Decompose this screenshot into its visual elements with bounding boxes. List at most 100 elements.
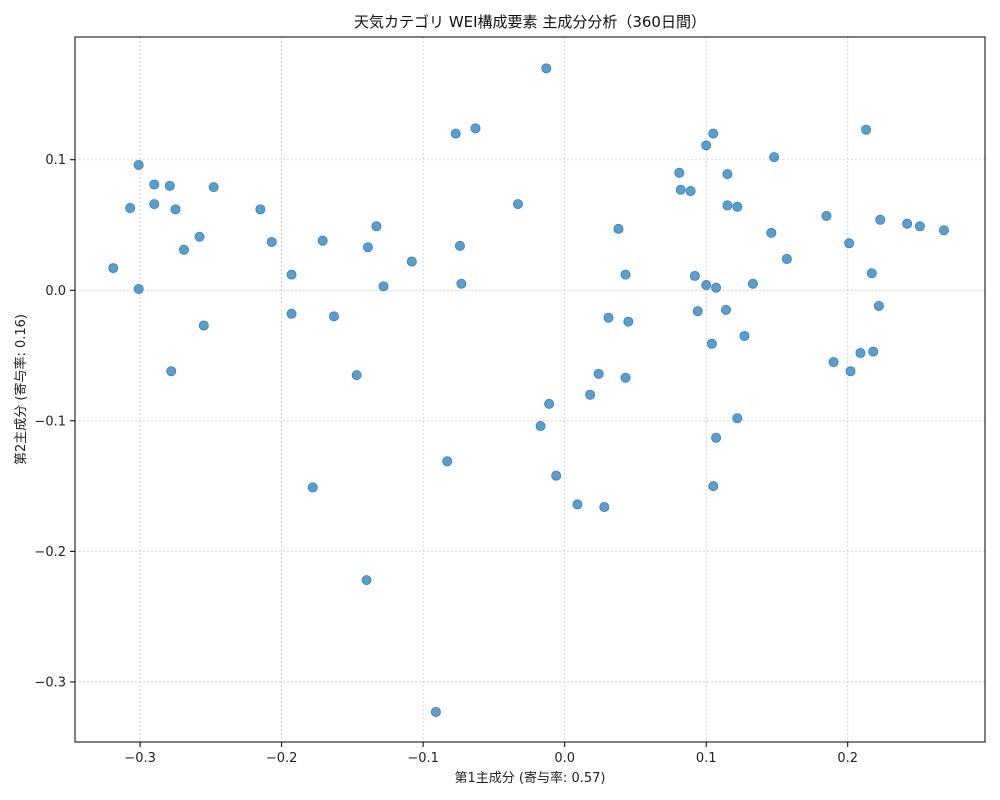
data-point	[708, 481, 719, 492]
data-point	[620, 269, 631, 280]
data-point	[902, 218, 913, 229]
data-point	[541, 63, 552, 74]
data-point	[868, 346, 879, 357]
data-point	[351, 370, 362, 381]
y-tick-label: −0.3	[34, 675, 66, 690]
data-point	[706, 338, 717, 349]
data-point	[711, 432, 722, 443]
y-axis-label: 第2主成分 (寄与率: 0.16)	[13, 314, 29, 465]
data-point	[535, 421, 546, 432]
data-point	[914, 221, 925, 232]
x-axis-ticks: −0.3 −0.2 −0.1 0.0 0.1 0.2	[124, 742, 858, 766]
grid-lines	[75, 37, 985, 742]
data-point	[845, 366, 856, 377]
data-point	[689, 270, 700, 281]
x-tick-label: 0.0	[554, 751, 575, 766]
data-point	[766, 227, 777, 238]
data-point	[149, 199, 160, 210]
data-point	[593, 368, 604, 379]
data-point	[692, 306, 703, 317]
x-tick-label: 0.1	[696, 751, 717, 766]
data-point	[828, 357, 839, 368]
data-point	[875, 214, 886, 225]
data-point	[551, 470, 562, 481]
data-point	[844, 238, 855, 249]
data-point	[544, 398, 555, 409]
data-point	[378, 281, 389, 292]
x-tick-label: 0.2	[837, 751, 858, 766]
data-point	[769, 152, 780, 163]
data-points	[108, 63, 949, 717]
data-point	[170, 204, 181, 215]
data-point	[675, 184, 686, 195]
data-point	[307, 482, 318, 493]
data-point	[430, 706, 441, 717]
data-point	[711, 282, 722, 293]
data-point	[873, 300, 884, 311]
plot-area-frame	[74, 36, 986, 743]
data-point	[442, 456, 453, 467]
data-point	[861, 124, 872, 135]
data-point	[286, 269, 297, 280]
data-point	[470, 123, 481, 134]
data-point	[361, 575, 372, 586]
data-point	[166, 366, 177, 377]
data-point	[732, 201, 743, 212]
x-tick-label: −0.3	[124, 751, 156, 766]
data-point	[450, 128, 461, 139]
data-point	[108, 263, 119, 274]
data-point	[599, 501, 610, 512]
data-point	[133, 283, 144, 294]
data-point	[125, 203, 136, 214]
chart-title: 天気カテゴリ WEI構成要素 主成分分析（360日間）	[354, 13, 706, 31]
data-point	[406, 256, 417, 267]
data-point	[603, 312, 614, 323]
data-point	[747, 278, 758, 289]
data-point	[585, 389, 596, 400]
y-tick-label: −0.2	[34, 545, 66, 560]
data-point	[739, 330, 750, 341]
data-point	[613, 223, 624, 234]
data-point	[821, 210, 832, 221]
data-point	[938, 225, 949, 236]
x-axis-label: 第1主成分 (寄与率: 0.57)	[454, 770, 605, 786]
y-tick-label: −0.1	[34, 414, 66, 429]
data-point	[328, 311, 339, 322]
x-tick-label: −0.2	[266, 751, 298, 766]
data-point	[178, 244, 189, 255]
data-point	[623, 316, 634, 327]
data-point	[194, 231, 205, 242]
data-point	[133, 159, 144, 170]
data-point	[722, 200, 733, 211]
data-point	[512, 199, 523, 210]
y-tick-label: 0.1	[45, 153, 66, 168]
x-tick-label: −0.1	[407, 751, 439, 766]
data-point	[149, 179, 160, 190]
data-point	[164, 180, 175, 191]
data-point	[866, 268, 877, 279]
data-point	[255, 204, 266, 215]
data-point	[286, 308, 297, 319]
data-point	[266, 236, 277, 247]
data-point	[732, 413, 743, 424]
data-point	[781, 253, 792, 264]
data-point	[722, 169, 733, 180]
data-point	[456, 278, 467, 289]
data-point	[362, 242, 373, 253]
data-point	[198, 320, 209, 331]
data-point	[454, 240, 465, 251]
data-point	[674, 167, 685, 178]
data-point	[721, 304, 732, 315]
data-point	[371, 221, 382, 232]
data-point	[208, 182, 219, 193]
data-point	[620, 372, 631, 383]
data-point	[701, 140, 712, 151]
y-tick-label: 0.0	[45, 284, 66, 299]
data-point	[317, 235, 328, 246]
data-point	[855, 347, 866, 358]
data-point	[572, 499, 583, 510]
y-axis-ticks: −0.3 −0.2 −0.1 0.0 0.1	[34, 153, 75, 690]
data-point	[701, 280, 712, 291]
data-point	[708, 128, 719, 139]
